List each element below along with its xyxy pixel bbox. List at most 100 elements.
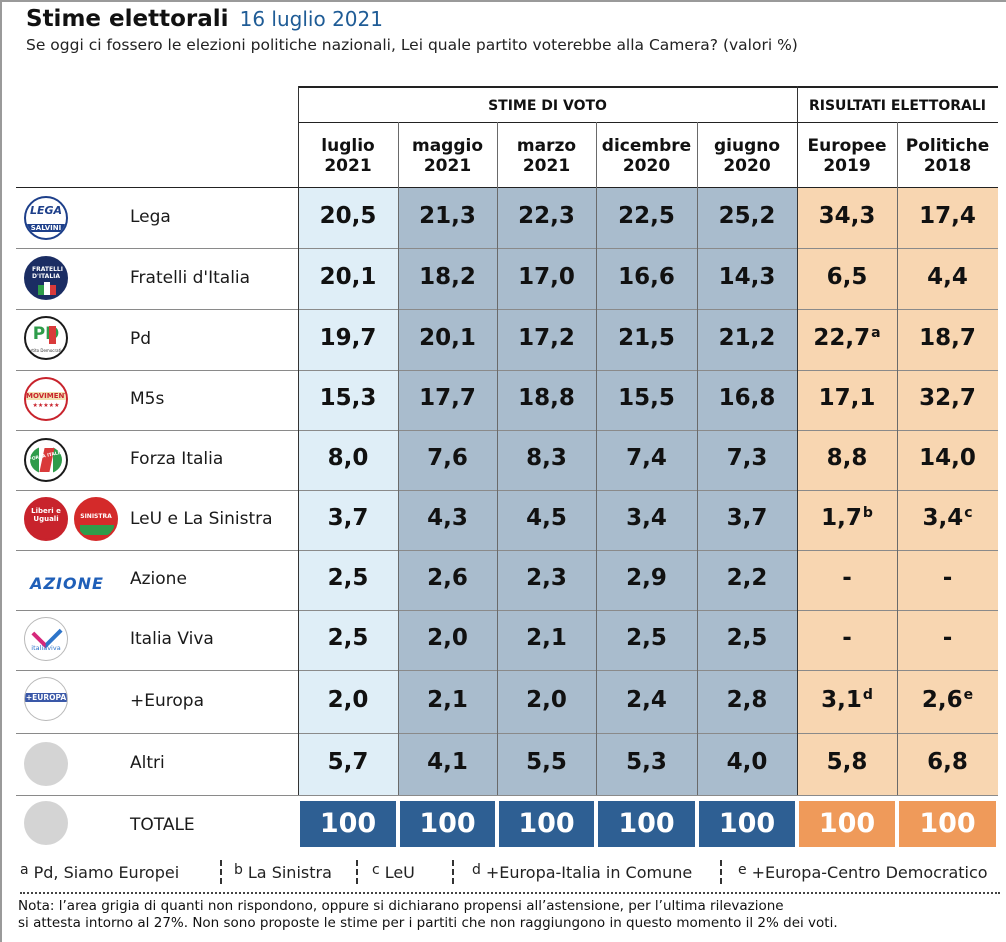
column-fill-6	[797, 187, 897, 795]
row-divider	[16, 187, 998, 188]
row-divider	[16, 670, 998, 671]
italia-viva-logo: italiaviva	[24, 617, 68, 661]
table-cell: 21,3	[398, 203, 497, 229]
cell-value: 14,3	[718, 263, 776, 290]
cell-value: 4,5	[526, 505, 567, 531]
table-cell: 18,2	[398, 264, 497, 290]
row-divider	[16, 733, 998, 734]
table-cell: 7,6	[398, 445, 497, 471]
cell-value: 21,5	[618, 324, 675, 351]
total-label: TOTALE	[130, 815, 195, 835]
cell-value: -	[842, 565, 852, 591]
cell-value: 6,8	[927, 749, 968, 775]
cell-value: 17,2	[518, 324, 575, 351]
row-divider	[16, 430, 998, 431]
party-name-label: Italia Viva	[130, 629, 214, 649]
total-value-box: 100	[598, 801, 695, 847]
row-divider	[16, 370, 998, 371]
cell-value: 3,7	[327, 505, 369, 531]
table-cell: 3,7	[697, 505, 797, 531]
table-cell: 3,7	[298, 505, 398, 531]
cell-value: 2,3	[526, 565, 567, 591]
total-value-box: 100	[899, 801, 996, 847]
row-divider	[16, 550, 998, 551]
column-header-line1: Europee	[807, 135, 887, 156]
cell-value: 2,0	[327, 686, 369, 713]
table-cell: 21,2	[697, 325, 797, 351]
table-cell: 3,1d	[797, 687, 897, 713]
cell-value: 19,7	[319, 324, 377, 351]
column-header-3: marzo 2021	[497, 127, 596, 185]
table-cell: 2,6e	[897, 687, 998, 713]
table-cell: 4,3	[398, 505, 497, 531]
table-cell: 34,3	[797, 203, 897, 229]
column-header-7: Politiche 2018	[897, 127, 998, 185]
row-divider	[16, 248, 998, 249]
sinistra-logo: SINISTRA	[74, 497, 118, 541]
cell-value: 4,3	[427, 505, 468, 531]
cell-value: 4,1	[427, 749, 468, 775]
cell-value: 8,8	[826, 445, 868, 471]
cell-value: 16,6	[618, 263, 675, 290]
cell-value: 17,4	[919, 202, 976, 229]
cell-value: 3,4	[626, 505, 667, 531]
cell-value: 15,5	[618, 385, 675, 411]
group-separator	[797, 86, 798, 795]
cell-value: 2,6	[921, 686, 963, 713]
total-value-box: 100	[300, 801, 396, 847]
cell-value: 4,0	[726, 749, 768, 775]
column-fill-3	[497, 187, 596, 795]
m5s-logo: MOVIMENTO ★★★★★	[24, 377, 68, 421]
table-cell: -	[797, 625, 897, 651]
row-divider	[16, 309, 998, 310]
column-fill-4	[596, 187, 697, 795]
table-cell: 5,5	[497, 749, 596, 775]
column-header-line1: luglio	[321, 135, 375, 156]
table-cell: 2,5	[298, 625, 398, 651]
cell-value: 2,2	[726, 565, 768, 591]
total-value-box: 100	[799, 801, 895, 847]
liberi-uguali-logo: Liberi e Uguali	[24, 497, 68, 541]
table-cell: 15,5	[596, 385, 697, 411]
column-header-line2: 2021	[522, 156, 571, 176]
cell-value: 18,2	[419, 263, 476, 290]
column-header-line1: dicembre	[601, 135, 692, 156]
total-value-box: 100	[499, 801, 594, 847]
cell-value: 5,5	[526, 749, 567, 775]
party-name-label: Pd	[130, 328, 152, 349]
cell-value: -	[842, 625, 852, 651]
column-separator	[596, 122, 597, 795]
fratelli-italia-logo: FRATELLI D'ITALIA	[24, 256, 68, 300]
cell-value: 16,8	[718, 385, 776, 411]
cell-value: 15,3	[319, 385, 377, 411]
cell-value: 2,5	[626, 625, 667, 651]
footnote-mark: e	[738, 862, 747, 878]
table-cell: 6,8	[897, 749, 998, 775]
table-cell: 15,3	[298, 385, 398, 411]
footnote-item: d +Europa-Italia in Comune	[472, 862, 692, 882]
table-cell: 17,4	[897, 203, 998, 229]
column-header-4: dicembre 2020	[596, 127, 697, 185]
forza-italia-logo: FORZA ITALIA	[24, 438, 68, 482]
table-cell: 5,7	[298, 749, 398, 775]
row-divider	[16, 795, 998, 796]
column-separator	[697, 122, 698, 795]
cell-value: 8,3	[526, 445, 567, 471]
cell-value: 21,2	[718, 324, 776, 351]
cell-value: 2,5	[726, 625, 768, 651]
table-cell: 8,3	[497, 445, 596, 471]
row-divider	[16, 490, 998, 491]
table-cell: 8,8	[797, 445, 897, 471]
cell-value: 3,7	[726, 505, 768, 531]
note-line-1: Nota: l’area grigia di quanti non rispon…	[18, 898, 784, 914]
footnote-mark: d	[472, 862, 481, 878]
cell-value: 25,2	[718, 202, 776, 229]
cell-value: 1,7	[821, 505, 862, 531]
lega-salvini-logo: LEGA SALVINI	[24, 196, 68, 240]
group-header-1: STIME DI VOTO	[298, 86, 797, 122]
table-cell: 2,4	[596, 687, 697, 713]
table-cell: 2,9	[596, 565, 697, 591]
cell-value: 18,7	[919, 324, 976, 351]
footnote-marker: b	[862, 505, 873, 521]
cell-value: -	[942, 565, 953, 591]
